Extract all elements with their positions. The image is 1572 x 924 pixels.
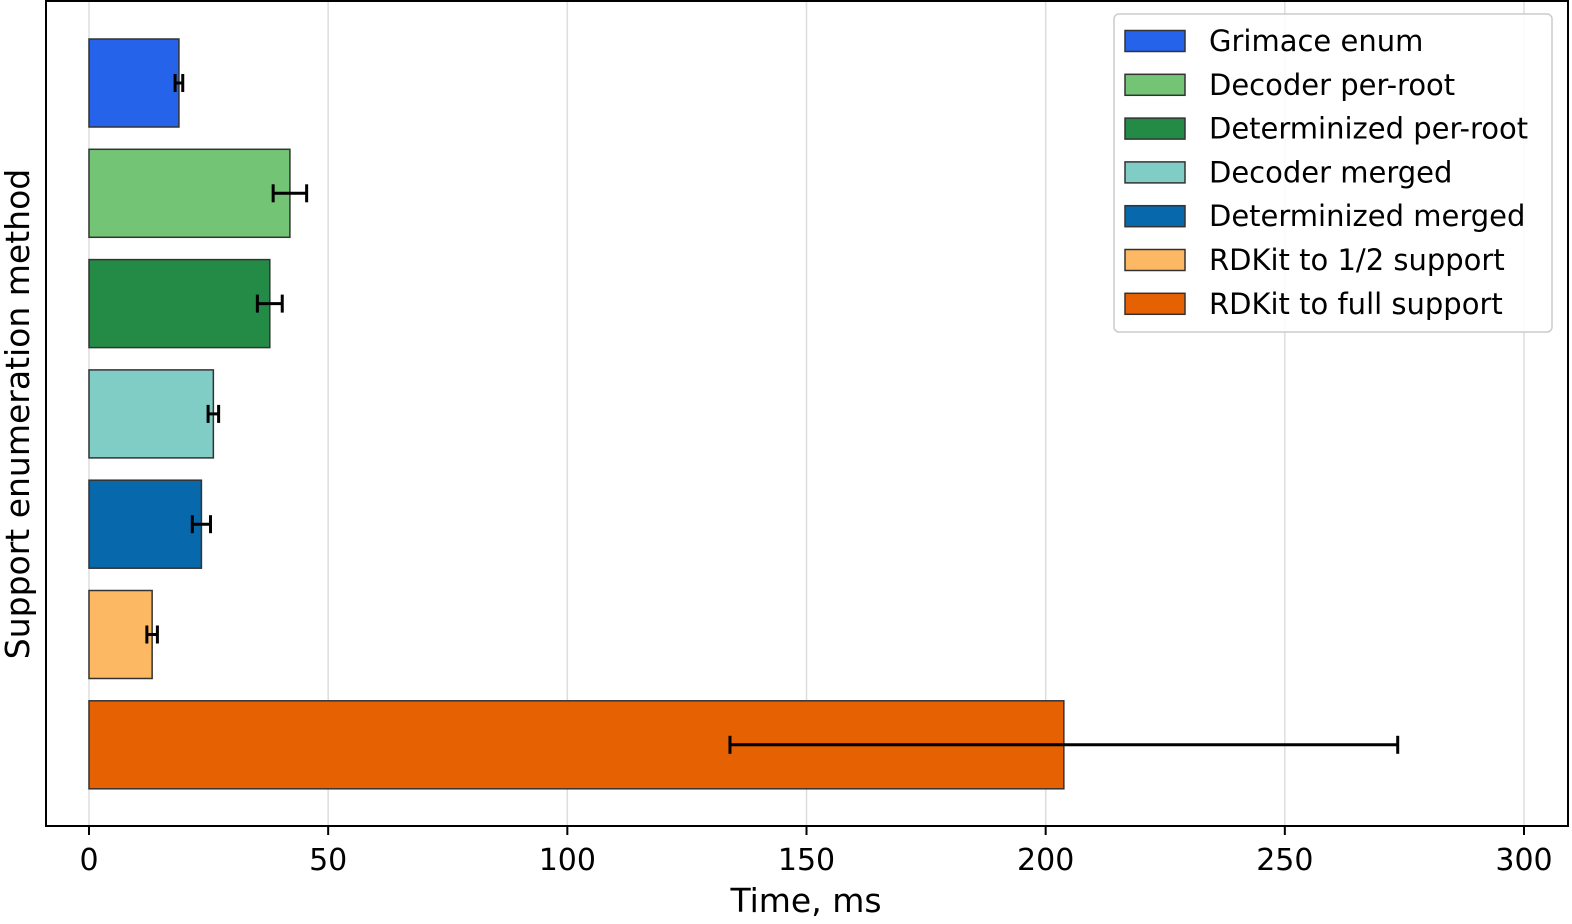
legend-swatch-6 — [1124, 292, 1186, 316]
x-tick-label-200: 200 — [1017, 843, 1074, 878]
x-axis-ticks: 0 50 100 150 200 250 300 — [79, 826, 1553, 878]
error-bar-1 — [271, 184, 309, 203]
error-bar-2 — [255, 294, 284, 313]
bar-2 — [88, 258, 271, 349]
x-axis-title: Time, ms — [729, 881, 881, 920]
legend: Grimace enum Decoder per-root Determinized… — [1113, 13, 1553, 333]
legend-label-2: Determinized per-root — [1209, 112, 1528, 146]
y-axis-title: Support enumeration method — [0, 169, 37, 659]
bar-4 — [88, 479, 203, 569]
error-bar-0 — [173, 74, 185, 92]
legend-swatch-3 — [1124, 161, 1186, 184]
legend-label-1: Decoder per-root — [1209, 68, 1455, 102]
legend-label-5: RDKit to 1/2 support — [1209, 243, 1505, 277]
bars — [88, 38, 1065, 790]
x-tick-label-250: 250 — [1256, 843, 1313, 878]
error-bar-5 — [145, 625, 159, 644]
error-bar-4 — [190, 515, 212, 534]
x-tick-label-100: 100 — [539, 843, 596, 878]
x-tick-label-150: 150 — [778, 843, 835, 878]
bar-3 — [88, 369, 215, 459]
x-tick-label-300: 300 — [1495, 843, 1552, 878]
legend-label-3: Decoder merged — [1209, 155, 1452, 189]
error-bars — [145, 74, 1400, 754]
legend-swatch-5 — [1124, 248, 1186, 272]
bar-0 — [88, 38, 180, 128]
legend-box — [1113, 13, 1553, 333]
bar-5 — [88, 589, 153, 680]
legend-swatch-4 — [1124, 204, 1186, 228]
legend-swatch-1 — [1124, 73, 1186, 97]
x-tick-label-0: 0 — [79, 843, 98, 878]
legend-label-4: Determinized merged — [1209, 199, 1525, 233]
error-bar-3 — [206, 404, 221, 423]
legend-swatch-0 — [1124, 29, 1186, 53]
legend-label-6: RDKit to full support — [1209, 287, 1503, 321]
error-bar-6 — [728, 735, 1400, 754]
legend-label-0: Grimace enum — [1209, 24, 1423, 58]
x-tick-label-50: 50 — [309, 843, 347, 878]
bar-1 — [88, 148, 291, 239]
legend-swatch-2 — [1124, 117, 1186, 140]
